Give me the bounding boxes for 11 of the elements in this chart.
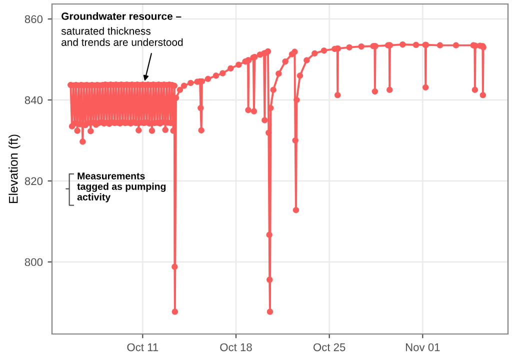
y-tick-label: 800 <box>24 258 43 266</box>
y-tick-label: 820 <box>24 177 43 186</box>
x-tick-label: Oct 25 <box>313 343 346 352</box>
x-tick-label: Oct 18 <box>220 343 252 352</box>
annotation: Groundwater resource – saturated thickness and trends are understood <box>61 12 183 46</box>
y-tick-label: 840 <box>24 96 43 104</box>
x-tick-label: Oct 11 <box>127 343 158 352</box>
y-axis-title: Elevation (ft) <box>8 134 20 204</box>
y-tick-label: 860 <box>24 15 43 24</box>
x-tick-label: Nov 01 <box>406 343 440 352</box>
annotation: Measurements tagged as pumping activity <box>77 172 166 202</box>
